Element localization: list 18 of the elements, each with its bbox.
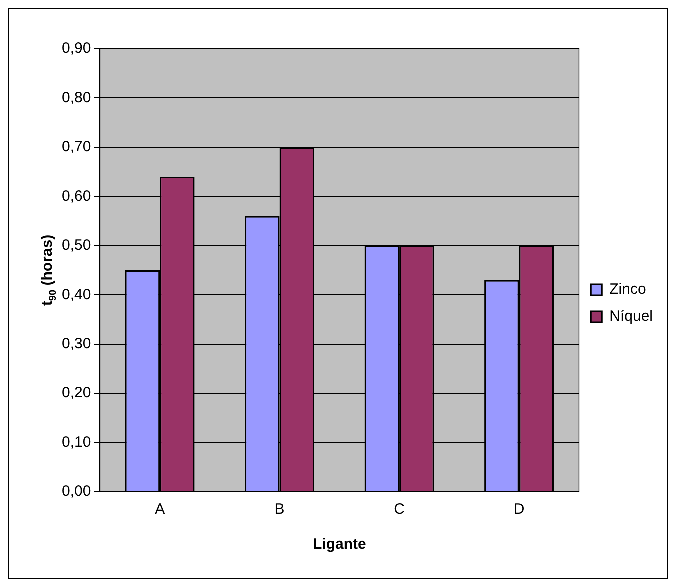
y-tick-label: 0,50 bbox=[62, 237, 92, 254]
legend-label: Níquel bbox=[610, 308, 653, 326]
y-tick-label: 0,70 bbox=[62, 138, 92, 156]
y-tick-label: 0,20 bbox=[62, 384, 92, 402]
y-axis-title: t90 (horas) bbox=[39, 234, 59, 306]
legend-label: Zinco bbox=[610, 281, 646, 298]
y-tick-label: 0,30 bbox=[62, 335, 92, 352]
x-tick-label: B bbox=[274, 501, 285, 518]
y-tick-label: 0,80 bbox=[62, 89, 92, 106]
x-tick-label: A bbox=[155, 501, 166, 518]
y-tick-label: 0,10 bbox=[62, 434, 92, 451]
y-tick-label: 0,90 bbox=[62, 40, 92, 58]
y-tick-label: 0,00 bbox=[62, 483, 92, 500]
y-tick-label: 0,40 bbox=[62, 286, 92, 304]
x-axis-title: Ligante bbox=[312, 536, 366, 554]
x-tick-label: D bbox=[514, 501, 525, 518]
y-tick-label: 0,60 bbox=[62, 188, 92, 205]
x-tick-label: C bbox=[394, 501, 406, 518]
